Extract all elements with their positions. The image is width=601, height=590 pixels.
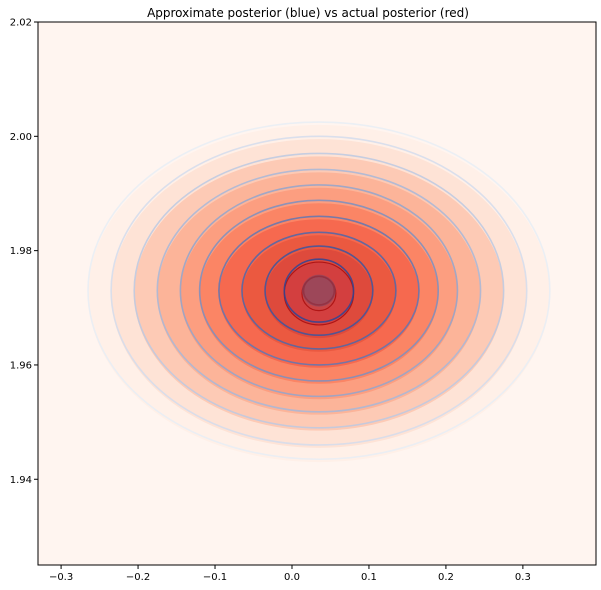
plot-area [38,22,596,565]
approx-contour-line-1 [110,135,528,446]
x-tick-label: −0.1 [203,572,227,583]
approx-center-fill [301,274,336,307]
approx-contour-line-9 [283,258,355,323]
y-tick-label: 1.96 [10,360,32,371]
chart-title: Approximate posterior (blue) vs actual p… [147,6,469,20]
approx-contour-line-2 [133,152,505,429]
x-tick-label: 0.2 [438,572,454,583]
approx-contour-line-5 [198,199,440,382]
y-axis: 1.94 1.96 1.98 2.00 2.02 [10,18,38,486]
x-tick-label: −0.3 [49,572,73,583]
approx-contour-line-0 [87,121,551,461]
x-axis: −0.3 −0.2 −0.1 0.0 0.1 0.2 0.3 [49,565,531,583]
approx-contour-line-4 [179,184,459,398]
approx-contour-line-7 [241,231,397,350]
approx-contour-line-8 [264,245,374,337]
plot-frame [37,21,597,566]
y-tick-label: 2.02 [10,18,32,29]
approx-contour-line-6 [218,215,420,366]
x-tick-label: 0.0 [284,572,300,583]
x-tick-label: 0.3 [515,572,531,583]
approx-contour-line-3 [156,168,482,413]
x-tick-label: 0.1 [361,572,377,583]
y-tick-label: 1.98 [10,246,32,257]
y-tick-label: 1.94 [10,475,32,486]
x-tick-label: −0.2 [126,572,150,583]
y-tick-label: 2.00 [10,132,32,143]
